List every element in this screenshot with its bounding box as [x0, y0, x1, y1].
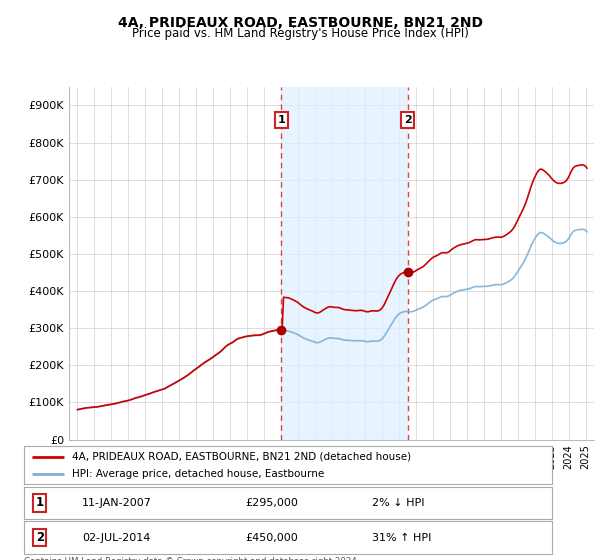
Text: 02-JUL-2014: 02-JUL-2014	[82, 533, 151, 543]
Text: HPI: Average price, detached house, Eastbourne: HPI: Average price, detached house, East…	[71, 469, 324, 479]
Text: 2: 2	[404, 115, 412, 125]
Text: 2: 2	[36, 531, 44, 544]
Text: 1: 1	[36, 496, 44, 510]
Bar	[281, 87, 408, 440]
Text: 31% ↑ HPI: 31% ↑ HPI	[373, 533, 432, 543]
Text: 1: 1	[277, 115, 285, 125]
Text: Contains HM Land Registry data © Crown copyright and database right 2024.
This d: Contains HM Land Registry data © Crown c…	[24, 557, 359, 560]
Text: 4A, PRIDEAUX ROAD, EASTBOURNE, BN21 2ND (detached house): 4A, PRIDEAUX ROAD, EASTBOURNE, BN21 2ND …	[71, 451, 410, 461]
Text: £295,000: £295,000	[246, 498, 299, 508]
Text: Price paid vs. HM Land Registry's House Price Index (HPI): Price paid vs. HM Land Registry's House …	[131, 27, 469, 40]
Text: 11-JAN-2007: 11-JAN-2007	[82, 498, 152, 508]
Text: 2% ↓ HPI: 2% ↓ HPI	[373, 498, 425, 508]
Text: 4A, PRIDEAUX ROAD, EASTBOURNE, BN21 2ND: 4A, PRIDEAUX ROAD, EASTBOURNE, BN21 2ND	[118, 16, 482, 30]
Text: £450,000: £450,000	[246, 533, 299, 543]
